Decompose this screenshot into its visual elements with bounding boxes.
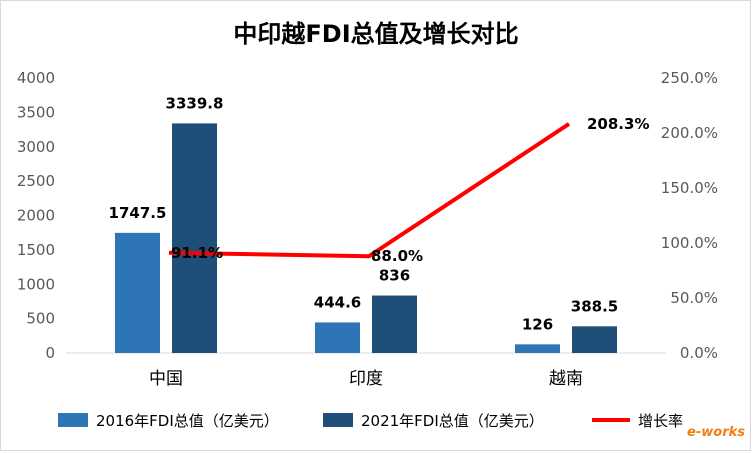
bar-data-label: 836	[379, 267, 410, 285]
watermark-text: e-works	[687, 425, 745, 440]
bars	[115, 123, 617, 353]
growth-line-path	[168, 122, 571, 259]
left-tick-label: 2000	[17, 207, 55, 225]
left-tick-label: 500	[26, 310, 55, 328]
growth-line	[168, 122, 571, 259]
line-data-label: 208.3%	[587, 115, 649, 133]
category-label: 越南	[549, 369, 583, 389]
legend: 2016年FDI总值（亿美元） 2021年FDI总值（亿美元） 增长率	[58, 412, 683, 430]
bar-data-label: 3339.8	[166, 94, 224, 112]
bar-data-label: 1747.5	[109, 204, 167, 222]
right-tick-label: 250.0%	[661, 69, 718, 87]
left-tick-label: 2500	[17, 172, 55, 190]
left-tick-label: 4000	[17, 69, 55, 87]
line-data-label: 91.1%	[171, 244, 223, 262]
left-tick-label: 0	[45, 344, 55, 362]
right-tick-label: 100.0%	[661, 234, 718, 252]
bar-data-label: 126	[522, 315, 553, 333]
left-y-axis: 0 500 1000 1500 2000 2500 3000 3500 4000	[17, 69, 55, 362]
bar	[315, 322, 360, 353]
legend-swatch	[58, 413, 88, 427]
bar	[172, 123, 217, 353]
right-tick-label: 50.0%	[670, 289, 718, 307]
bar	[572, 326, 617, 353]
line-data-label: 88.0%	[371, 247, 423, 265]
right-tick-label: 150.0%	[661, 179, 718, 197]
category-label: 印度	[349, 369, 383, 389]
legend-label: 增长率	[638, 412, 683, 430]
legend-label: 2016年FDI总值（亿美元）	[96, 412, 279, 430]
bar-data-label: 444.6	[314, 293, 361, 311]
bar	[372, 295, 417, 353]
left-tick-label: 1500	[17, 241, 55, 259]
left-tick-label: 3500	[17, 103, 55, 121]
data-labels: 1747.5 444.6 126 3339.8 836 388.5 91.1% 88.0% 20…	[109, 94, 650, 333]
right-tick-label: 200.0%	[661, 124, 718, 142]
bar-data-label: 388.5	[571, 297, 618, 315]
right-y-axis: 0.0% 50.0% 100.0% 150.0% 200.0% 250.0%	[661, 69, 718, 362]
left-tick-label: 1000	[17, 275, 55, 293]
right-tick-label: 0.0%	[680, 344, 718, 362]
x-axis-categories: 中国 印度 越南	[149, 369, 583, 389]
bar	[115, 232, 160, 353]
left-tick-label: 3000	[17, 138, 55, 156]
chart-title: 中印越FDI总值及增长对比	[233, 20, 518, 48]
legend-label: 2021年FDI总值（亿美元）	[361, 412, 544, 430]
bar	[515, 344, 560, 353]
category-label: 中国	[149, 369, 183, 389]
legend-swatch	[323, 413, 353, 427]
